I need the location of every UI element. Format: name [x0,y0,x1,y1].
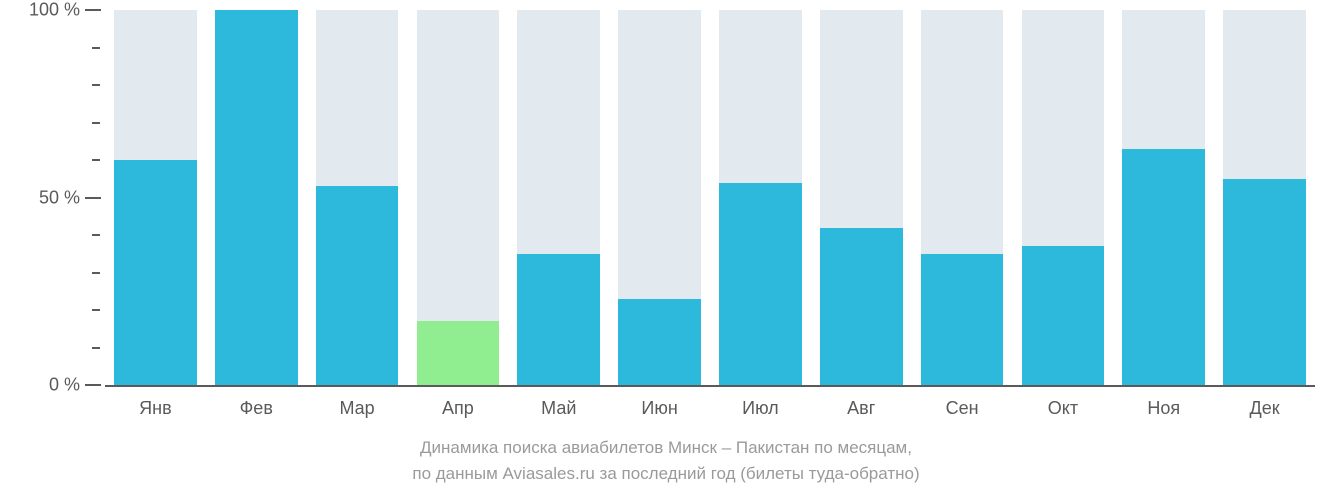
bar-slot [316,10,399,385]
x-axis-label: Дек [1250,398,1280,419]
y-tick-minor [92,309,100,311]
bar-fill [517,254,600,385]
caption-line2: по данным Aviasales.ru за последний год … [0,464,1332,484]
bar-slot [618,10,701,385]
bar-slot [719,10,802,385]
bar-slot [921,10,1004,385]
y-tick-minor [92,122,100,124]
y-axis-label: 0 % [0,375,80,396]
bar-fill [114,160,197,385]
y-tick-major [85,9,101,11]
bar-fill [618,299,701,385]
x-axis-label: Ноя [1147,398,1180,419]
bar-fill [1223,179,1306,385]
bar-slot [1122,10,1205,385]
y-tick-minor [92,84,100,86]
x-axis-label: Авг [847,398,875,419]
x-axis-label: Апр [442,398,474,419]
bar-fill [719,183,802,386]
bar-slot [1223,10,1306,385]
chart-container: 0 % 50 % 100 % Янв Фев Мар Апр Май Июн Июл Авг Сен… [0,0,1332,502]
x-axis-label: Мар [339,398,374,419]
x-axis-baseline [105,385,1315,387]
x-axis-label: Фев [240,398,273,419]
y-axis-label: 100 % [0,0,80,21]
bar-fill [215,10,298,385]
bar-slot [417,10,500,385]
x-axis-label: Окт [1048,398,1078,419]
y-tick-major [85,197,101,199]
bar-fill [316,186,399,385]
bar-fill [1122,149,1205,385]
x-axis-label: Июн [641,398,677,419]
x-axis-label: Сен [946,398,979,419]
y-tick-minor [92,159,100,161]
bar-slot [1022,10,1105,385]
plot-area [105,10,1315,385]
x-axis-label: Июл [742,398,779,419]
bar-slot [517,10,600,385]
bar-slot [215,10,298,385]
bar-slot [820,10,903,385]
bar-fill [417,321,500,385]
caption-line1: Динамика поиска авиабилетов Минск – Паки… [0,438,1332,458]
y-axis-label: 50 % [0,187,80,208]
y-tick-minor [92,347,100,349]
y-tick-minor [92,234,100,236]
y-tick-minor [92,272,100,274]
x-axis-label: Май [541,398,576,419]
x-axis-label: Янв [139,398,172,419]
bar-fill [921,254,1004,385]
bar-fill [820,228,903,386]
bar-slot [114,10,197,385]
y-tick-major [85,384,101,386]
bar-fill [1022,246,1105,385]
y-tick-minor [92,47,100,49]
